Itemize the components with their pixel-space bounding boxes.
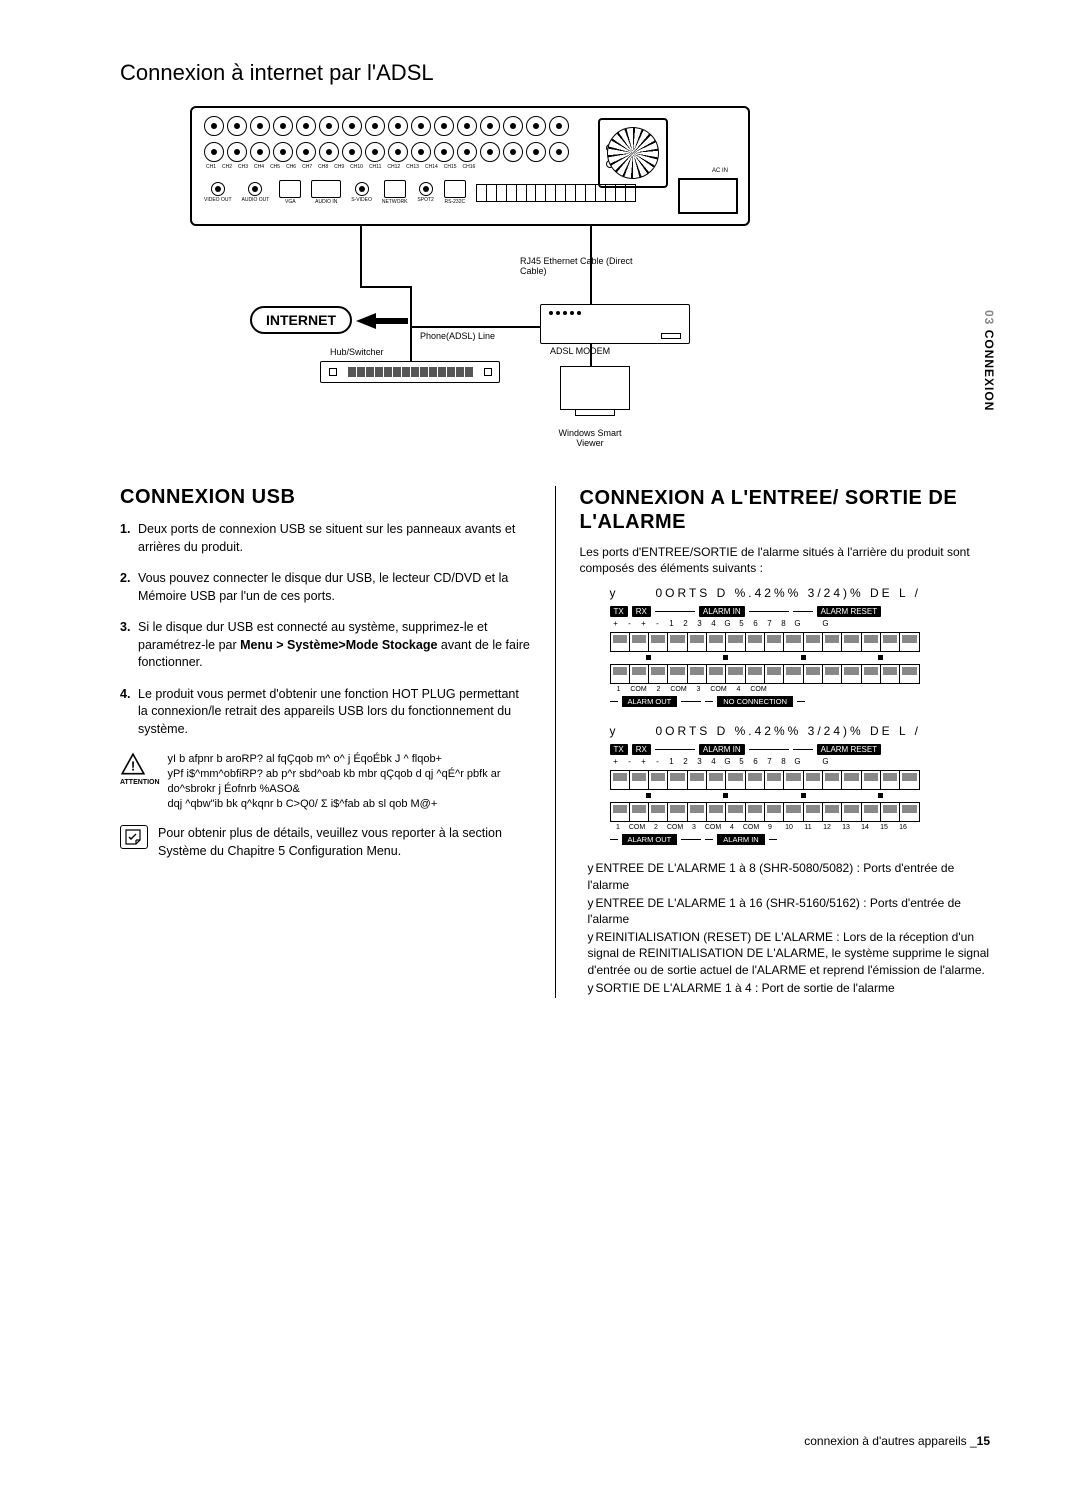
pc-label: Windows Smart Viewer <box>550 428 630 448</box>
adsl-modem <box>540 304 690 344</box>
modem-label: ADSL MODEM <box>550 346 610 356</box>
channel-labels: for(let i=1;i<=16;i++)document.write('<s… <box>206 164 475 170</box>
bullet: ENTREE DE L'ALARME 1 à 16 (SHR-5160/5162… <box>588 895 991 927</box>
chapter-side-tab: 03 CONNEXION <box>982 310 996 411</box>
usb-step: Vous pouvez connecter le disque dur USB,… <box>120 570 531 605</box>
arrow-icon <box>356 313 376 329</box>
usb-column: CONNEXION USB Deux ports de connexion US… <box>120 486 531 998</box>
note-text: Pour obtenir plus de détails, veuillez v… <box>158 825 531 860</box>
alarm-column: CONNEXION A L'ENTREE/ SORTIE DE L'ALARME… <box>580 486 991 998</box>
svg-text:!: ! <box>131 758 135 773</box>
bullet: REINITIALISATION (RESET) DE L'ALARME : L… <box>588 929 991 978</box>
usb-step: Si le disque dur USB est connecté au sys… <box>120 619 531 672</box>
ac-in-label: AC IN <box>712 168 728 174</box>
device-rear-panel: for(let i=0;i<16;i++)document.write('<di… <box>190 106 750 226</box>
attention-text: yI b afpnr b aroRP? al fqÇqob m^ o^ j Éq… <box>168 752 531 811</box>
hub-switcher: for(let i=0;i<14;i++)document.write('<di… <box>320 361 500 383</box>
alarm-bullets: ENTREE DE L'ALARME 1 à 8 (SHR-5080/5082)… <box>588 860 991 996</box>
connection-diagram: for(let i=0;i<16;i++)document.write('<di… <box>120 106 990 466</box>
usb-step: Le produit vous permet d'obtenir une fon… <box>120 686 531 739</box>
usb-heading: CONNEXION USB <box>120 486 531 509</box>
alarm-intro: Les ports d'ENTREE/SORTIE de l'alarme si… <box>580 544 991 576</box>
port-header-b: 0ORTS D %.42%% 3/24)% DE L / <box>610 724 991 738</box>
bullet: SORTIE DE L'ALARME 1 à 4 : Port de sorti… <box>588 980 991 996</box>
fan-grille <box>598 118 668 188</box>
windows-pc <box>550 366 640 426</box>
note-icon <box>120 825 148 849</box>
warning-icon: ! <box>120 752 146 778</box>
alarm-heading: CONNEXION A L'ENTREE/ SORTIE DE L'ALARME <box>580 486 991 534</box>
usb-step: Deux ports de connexion USB se situent s… <box>120 521 531 556</box>
alarm-port-diagram-b: TX RX ALARM IN ALARM RESET ["+","-","+",… <box>610 744 920 852</box>
column-divider <box>555 486 556 998</box>
hub-label: Hub/Switcher <box>330 347 384 357</box>
internet-label: INTERNET <box>250 306 352 334</box>
attention-block: ! ATTENTION yI b afpnr b aroRP? al fqÇqo… <box>120 752 531 811</box>
section-title: Connexion à internet par l'ADSL <box>120 60 990 86</box>
page-footer: connexion à d'autres appareils _15 <box>804 1434 990 1448</box>
note-block: Pour obtenir plus de détails, veuillez v… <box>120 825 531 860</box>
usb-steps-list: Deux ports de connexion USB se situent s… <box>120 521 531 738</box>
port-header-a: 0ORTS D %.42%% 3/24)% DE L / <box>610 586 991 600</box>
ac-in-port <box>678 178 738 214</box>
rj45-label: RJ45 Ethernet Cable (Direct Cable) <box>520 256 660 276</box>
alarm-port-diagram-a: TX RX ALARM IN ALARM RESET ["+","-","+",… <box>610 606 920 714</box>
phone-line-label: Phone(ADSL) Line <box>420 331 495 341</box>
bullet: ENTREE DE L'ALARME 1 à 8 (SHR-5080/5082)… <box>588 860 991 892</box>
